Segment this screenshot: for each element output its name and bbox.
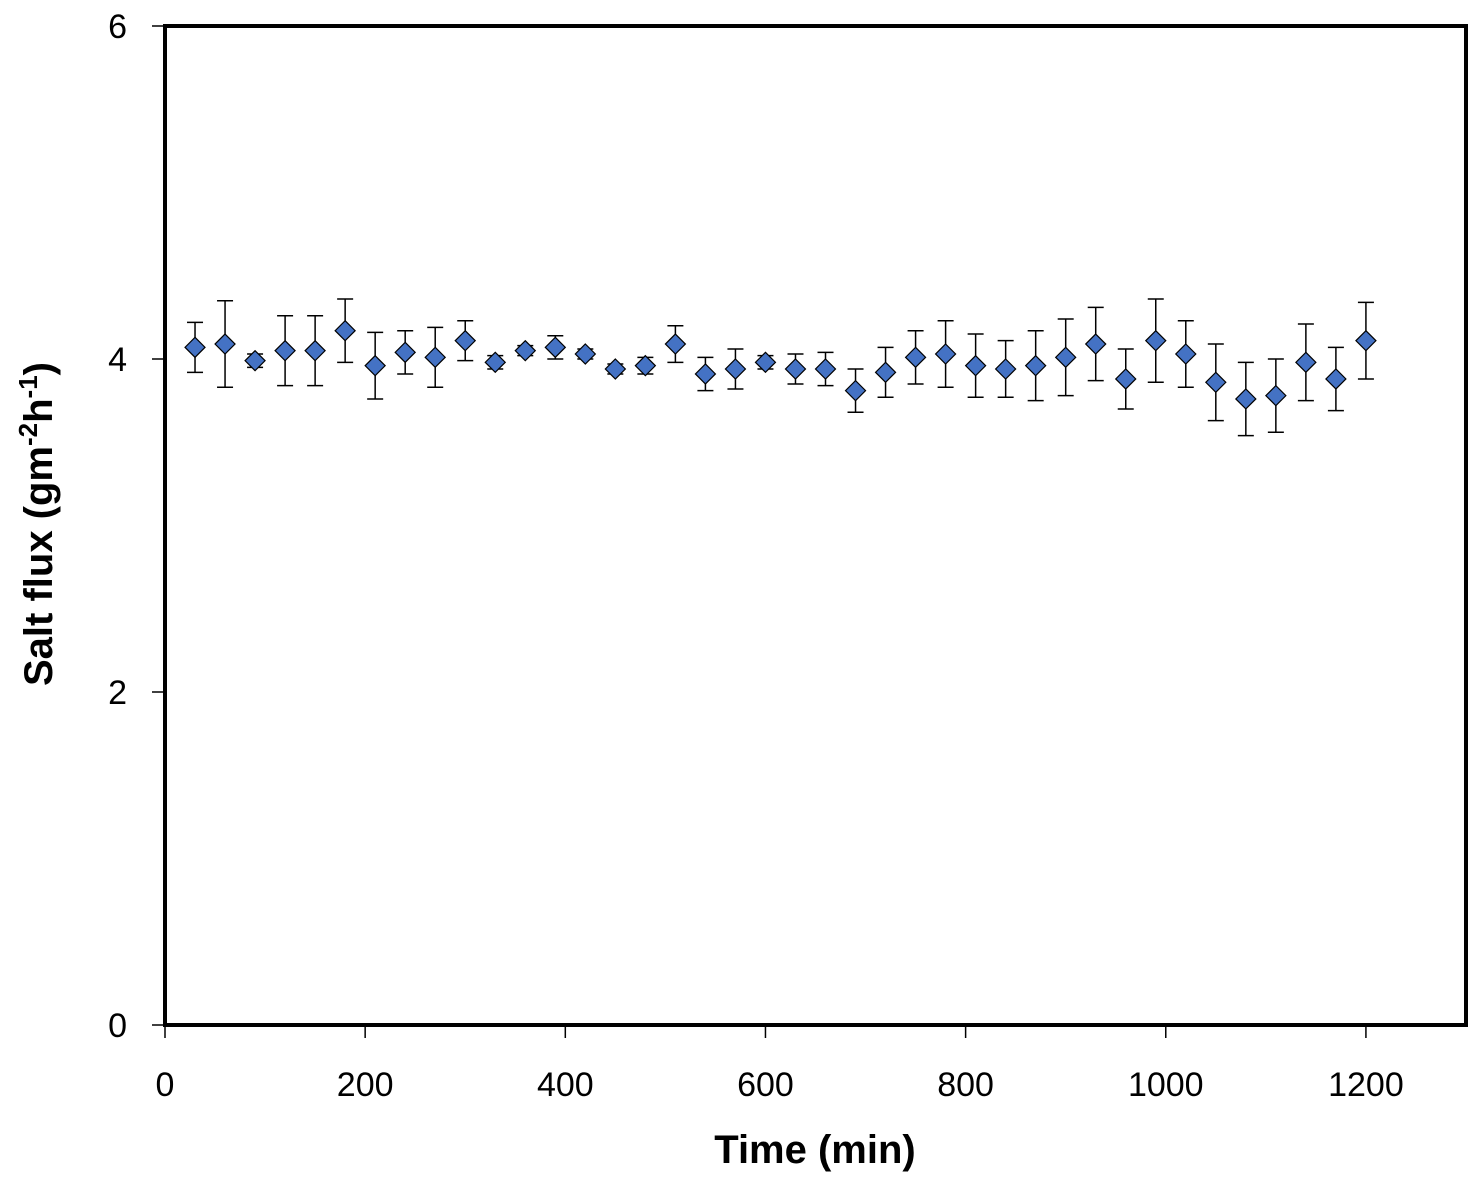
x-tick-label: 0 xyxy=(156,1066,175,1104)
data-point xyxy=(1144,329,1167,352)
data-point xyxy=(694,363,717,385)
data-point xyxy=(1325,368,1347,390)
data-point xyxy=(484,351,507,374)
x-tick-label: 600 xyxy=(737,1066,794,1104)
data-point xyxy=(964,354,987,377)
data-point xyxy=(1084,333,1107,355)
data-point xyxy=(454,329,477,352)
data-point xyxy=(754,351,777,374)
data-point xyxy=(1054,346,1077,369)
data-point xyxy=(634,354,657,377)
x-axis-title: Time (min) xyxy=(714,1128,916,1172)
data-point xyxy=(424,346,447,369)
y-tick-label: 0 xyxy=(108,1007,127,1045)
data-point xyxy=(844,379,867,402)
data-point xyxy=(274,339,296,362)
data-point xyxy=(904,346,927,369)
x-tick-label: 400 xyxy=(537,1066,594,1104)
data-point xyxy=(1234,388,1257,410)
data-points xyxy=(184,319,1377,410)
axes: 0 200 400 600 800 1000 1200 0 2 4 6 xyxy=(108,8,1404,1104)
data-point xyxy=(664,333,687,355)
y-tick-label: 4 xyxy=(108,341,127,379)
data-point xyxy=(244,349,266,372)
plot-area xyxy=(163,24,1468,1027)
x-tick-label: 800 xyxy=(937,1066,994,1104)
y-tick-label: 2 xyxy=(108,674,127,712)
data-point xyxy=(1024,354,1047,377)
data-point xyxy=(814,358,837,380)
data-point xyxy=(934,343,957,365)
x-tick-label: 200 xyxy=(337,1066,394,1104)
data-point xyxy=(304,339,326,362)
x-tick-label: 1000 xyxy=(1128,1066,1204,1104)
data-point xyxy=(1265,384,1287,407)
y-axis-title: Salt flux (gm-2h-1) xyxy=(13,362,61,686)
data-point xyxy=(784,358,807,380)
data-point xyxy=(1295,351,1317,374)
y-tick-label: 6 xyxy=(108,8,127,46)
data-point xyxy=(604,358,627,380)
data-point xyxy=(1174,343,1197,365)
data-point xyxy=(1355,329,1377,352)
data-point xyxy=(184,336,206,359)
data-point xyxy=(214,333,236,355)
data-point xyxy=(1114,368,1137,390)
data-point xyxy=(544,336,567,359)
data-point xyxy=(364,354,387,377)
x-tick-label: 1200 xyxy=(1328,1066,1404,1104)
data-point xyxy=(874,361,897,384)
data-point xyxy=(1204,371,1227,394)
data-point xyxy=(334,319,356,342)
data-point xyxy=(514,339,537,362)
data-point xyxy=(394,341,417,364)
data-point xyxy=(994,358,1017,380)
data-point xyxy=(574,343,597,365)
data-point xyxy=(724,358,747,380)
